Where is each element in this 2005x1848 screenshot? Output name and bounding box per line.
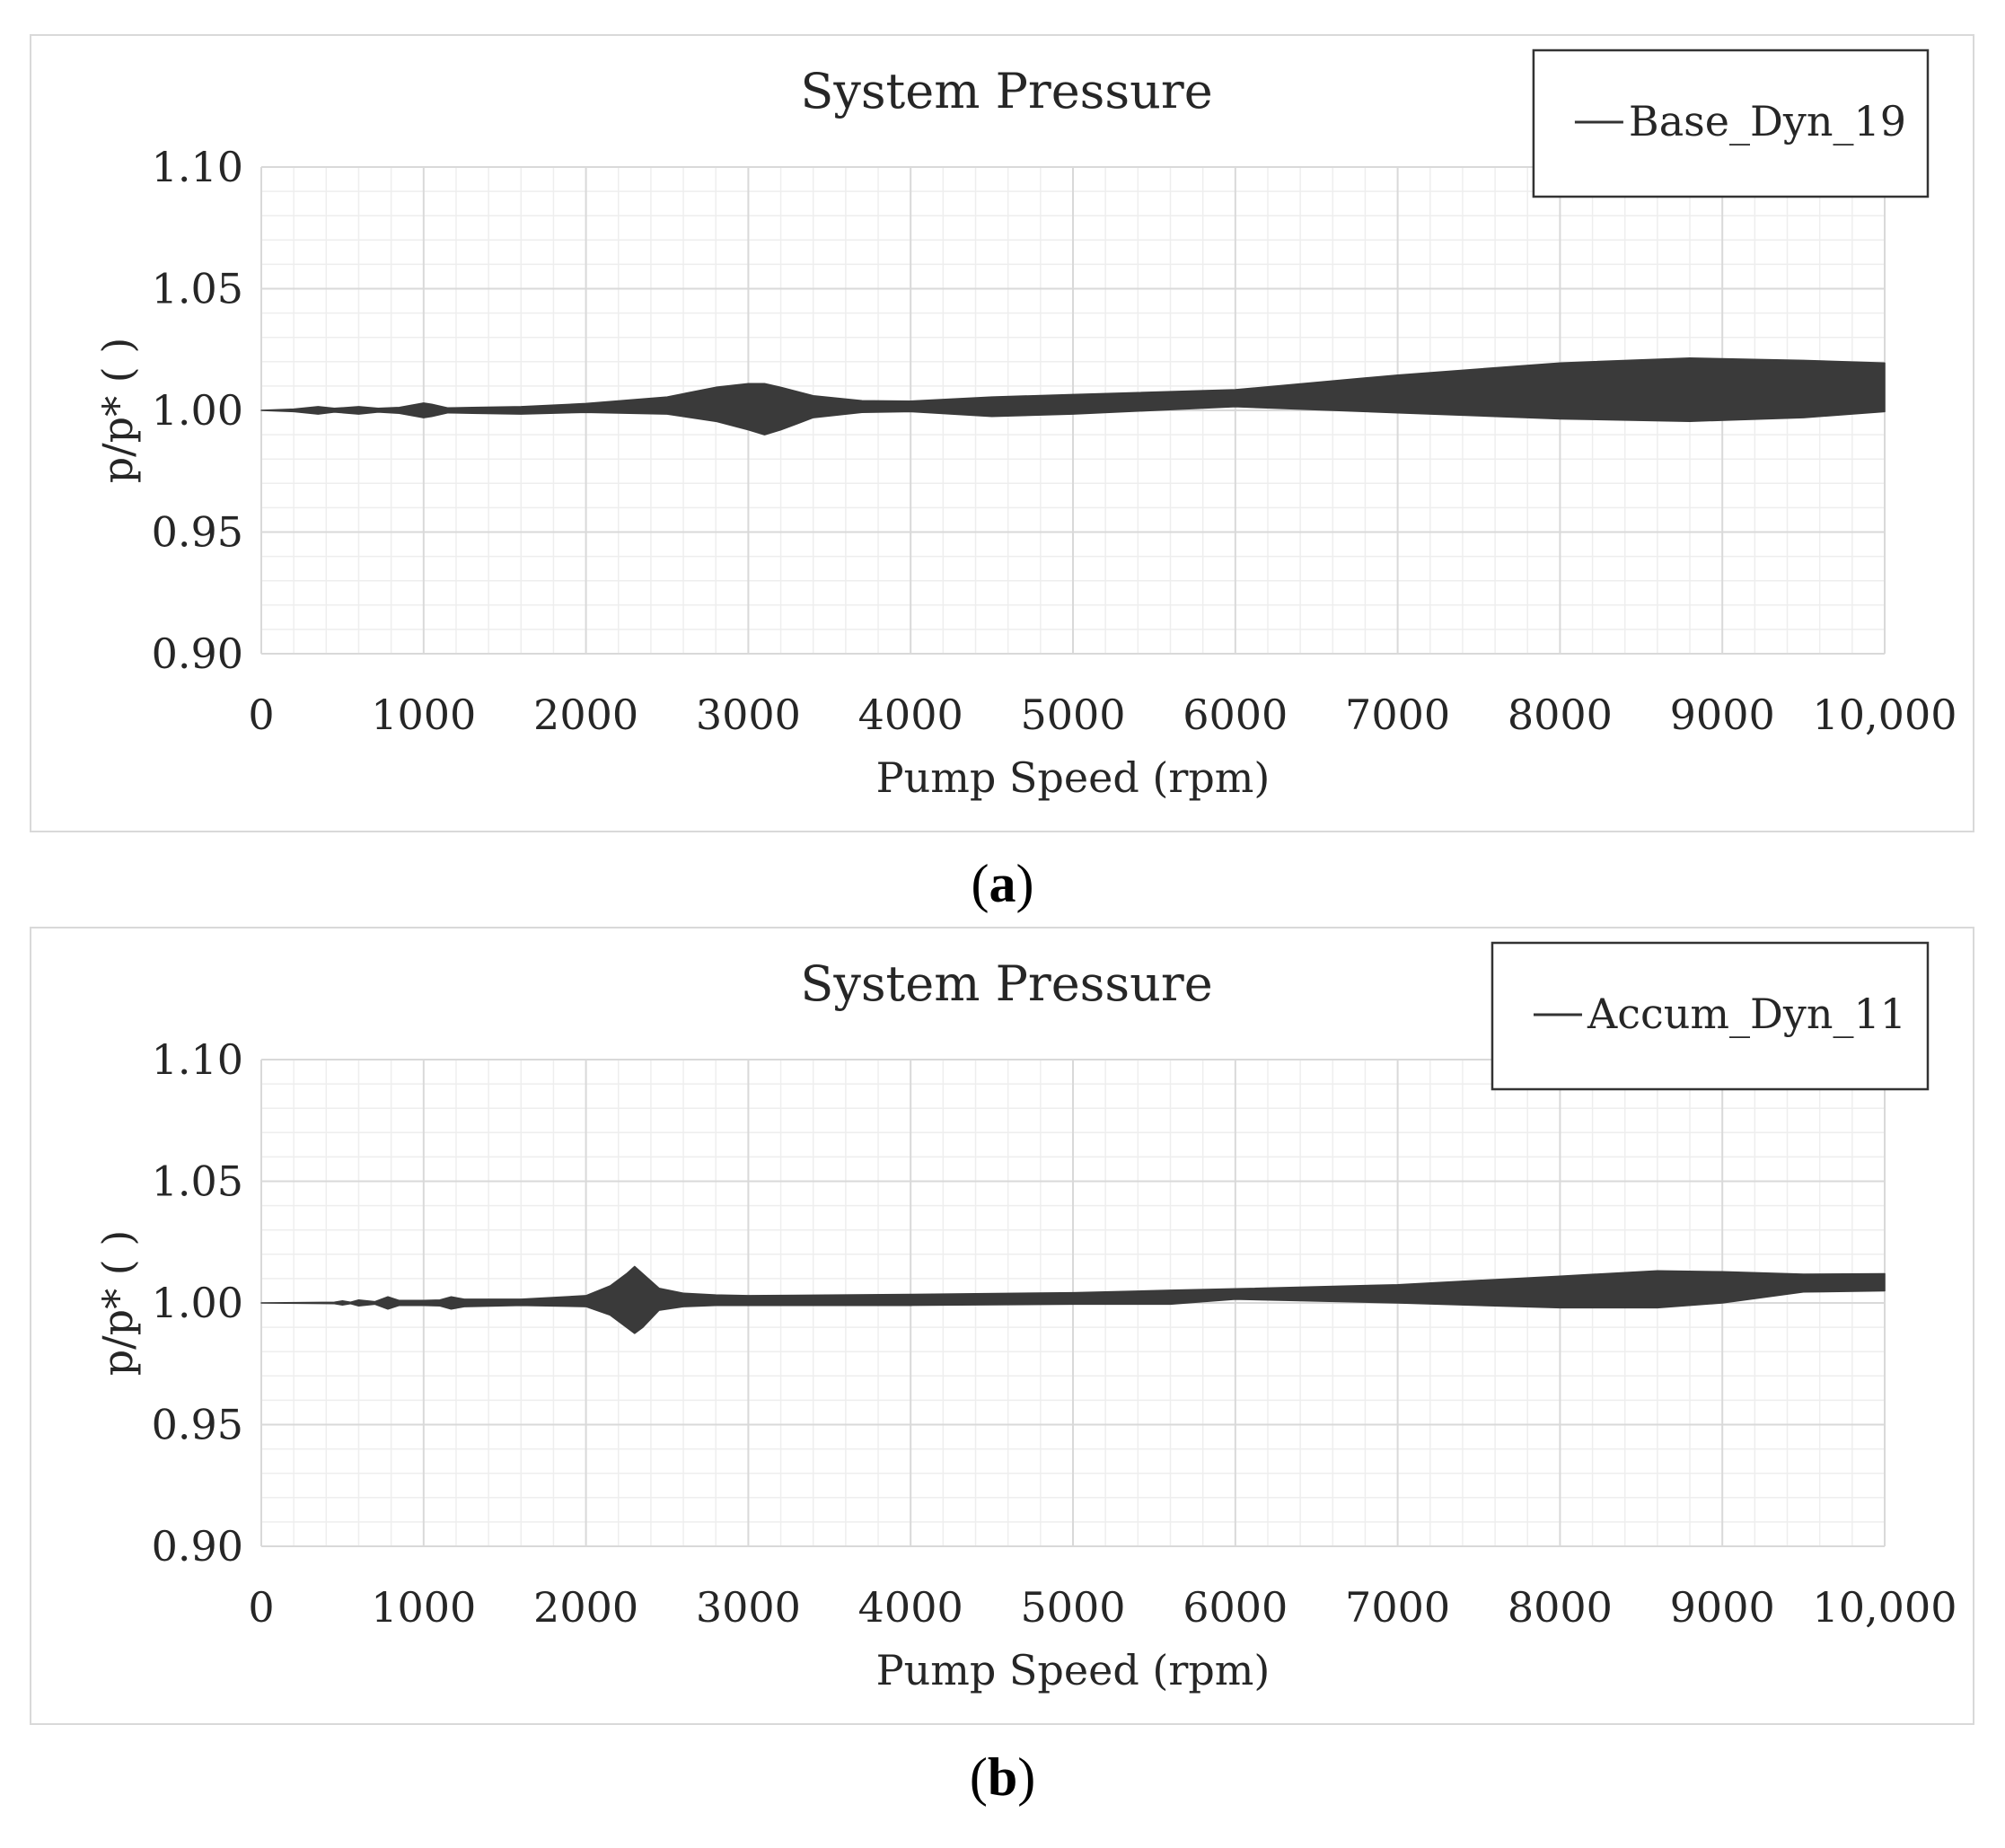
y-tick-label: 1.10 — [152, 1035, 243, 1084]
y-tick-label: 1.05 — [152, 265, 243, 313]
x-tick-label: 10,000 — [1813, 1583, 1957, 1632]
y-tick-label: 0.90 — [152, 629, 243, 678]
x-tick-label: 3000 — [696, 691, 801, 739]
chart-a-svg: System Pressure 1.10 1.05 1.00 0.95 0.900 1000… — [93, 48, 1957, 802]
legend: Accum_Dyn_11 — [1491, 941, 1930, 1091]
chart-title: System Pressure — [800, 955, 1212, 1012]
caption-a: (a) — [971, 854, 1034, 913]
y-tick-label: 1.00 — [152, 1279, 243, 1327]
x-axis-label: Pump Speed (rpm) — [876, 753, 1271, 802]
x-tick-label: 8000 — [1508, 1583, 1613, 1632]
x-tick-label: 5000 — [1020, 1583, 1125, 1632]
series-band-Accum_Dyn_11 — [260, 1265, 1886, 1334]
legend: Base_Dyn_19 — [1532, 48, 1930, 198]
caption-b: (b) — [969, 1747, 1036, 1807]
x-tick-label: 0 — [248, 691, 274, 739]
x-tick-label: 7000 — [1345, 691, 1450, 739]
legend-label: Accum_Dyn_11 — [1587, 990, 1906, 1038]
x-tick-label: 6000 — [1183, 1583, 1288, 1632]
caption-b-letter: b — [987, 1747, 1018, 1807]
chart-b-svg: System Pressure 1.10 1.05 1.00 0.95 0.900 1000… — [93, 941, 1957, 1694]
x-tick-label: 8000 — [1508, 691, 1613, 739]
chart-panel-b: System Pressure 1.10 1.05 1.00 0.95 0.90 0 1000… — [30, 927, 1974, 1725]
x-tick-label: 5000 — [1020, 691, 1125, 739]
x-tick-label: 1000 — [371, 1583, 476, 1632]
y-tick-label: 1.10 — [152, 143, 243, 191]
x-tick-label: 9000 — [1670, 1583, 1775, 1632]
x-tick-label: 9000 — [1670, 691, 1775, 739]
x-tick-label: 3000 — [696, 1583, 801, 1632]
x-tick-label: 4000 — [858, 691, 963, 739]
y-tick-label: 0.90 — [152, 1522, 243, 1571]
x-tick-label: 2000 — [533, 1583, 638, 1632]
chart-panel-a: System Pressure 1.10 1.05 1.00 0.95 0.90 0 1000… — [30, 34, 1974, 832]
y-tick-label: 1.05 — [152, 1157, 243, 1206]
series-band-Base_Dyn_19 — [260, 356, 1886, 436]
chart-title: System Pressure — [800, 63, 1212, 119]
x-tick-label: 6000 — [1183, 691, 1288, 739]
y-tick-label: 0.95 — [152, 508, 243, 557]
y-tick-label: 0.95 — [152, 1401, 243, 1449]
x-axis-label: Pump Speed (rpm) — [876, 1646, 1271, 1694]
x-tick-label: 4000 — [858, 1583, 963, 1632]
y-axis-label: p/p* ( ) — [93, 1230, 142, 1377]
x-tick-label: 1000 — [371, 691, 476, 739]
legend-label: Base_Dyn_19 — [1629, 97, 1906, 145]
caption-a-letter: a — [989, 854, 1016, 913]
x-tick-label: 0 — [248, 1583, 274, 1632]
x-tick-label: 2000 — [533, 691, 638, 739]
x-tick-label: 10,000 — [1813, 691, 1957, 739]
y-tick-label: 1.00 — [152, 386, 243, 435]
x-tick-label: 7000 — [1345, 1583, 1450, 1632]
y-axis-label: p/p* ( ) — [93, 338, 142, 484]
